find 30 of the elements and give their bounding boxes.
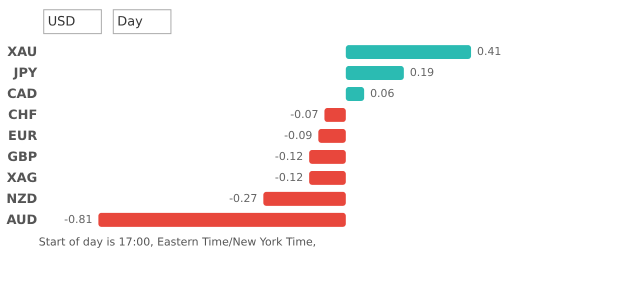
y-tick-label: NZD [6, 192, 38, 207]
text: Start of day is 17:00, Eastern Time/New York Time, [38, 235, 316, 248]
bar [309, 150, 346, 164]
bar [346, 87, 364, 101]
data-label: -0.12 [274, 170, 304, 184]
bar [346, 45, 472, 59]
data-label: 0.19 [410, 66, 434, 79]
bar [346, 66, 404, 80]
data-label: -0.27 [229, 192, 258, 205]
bar [318, 128, 346, 143]
bar [309, 170, 346, 185]
y-tick-label: EUR [8, 128, 38, 144]
y-tick-label: XAG [6, 170, 38, 186]
y-tick-label: CHF [8, 108, 38, 123]
y-tick-label: AUD [6, 212, 38, 228]
bar [324, 108, 346, 122]
y-tick-label: CAD [7, 86, 38, 102]
data-label: 0.06 [370, 86, 394, 100]
y-tick-label: JPY [12, 66, 38, 81]
bar [263, 192, 346, 206]
data-label: -0.07 [290, 108, 319, 121]
y-tick-label: XAU [7, 45, 38, 60]
data-label: -0.81 [64, 212, 92, 226]
data-label: 0.41 [477, 45, 502, 58]
y-tick-label: GBP [7, 150, 38, 165]
bar [98, 212, 346, 227]
text: Day [117, 14, 144, 30]
data-label: -0.12 [274, 150, 304, 163]
text: USD [48, 14, 76, 30]
data-label: -0.09 [284, 128, 312, 142]
